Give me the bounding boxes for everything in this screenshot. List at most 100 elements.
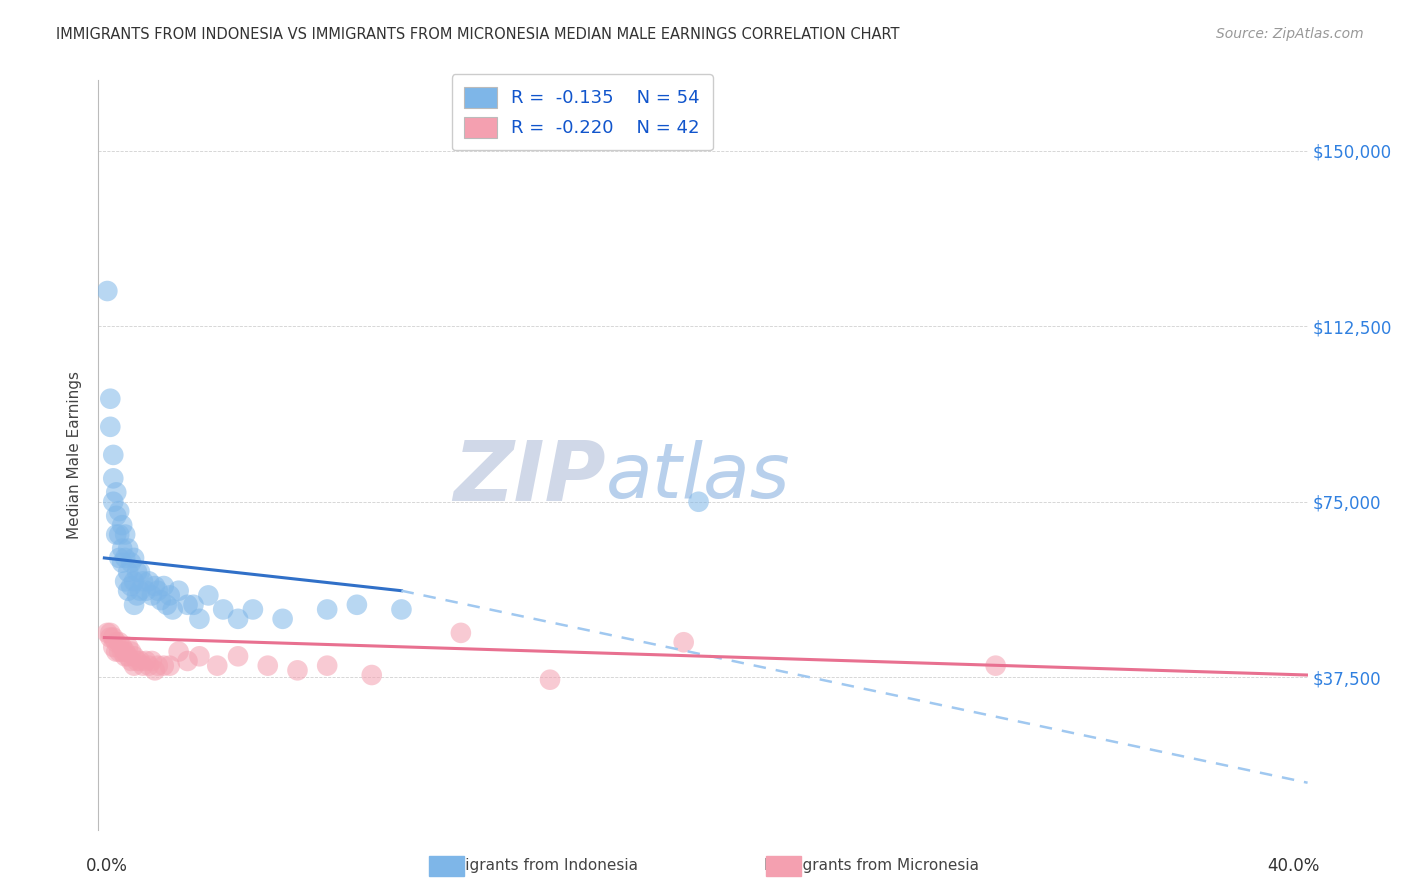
Point — [183, 598, 205, 612]
Point — [143, 664, 166, 678]
Point — [271, 612, 294, 626]
Point — [984, 658, 1007, 673]
Point — [108, 551, 131, 566]
Point — [98, 631, 121, 645]
Point — [108, 644, 131, 658]
Point — [316, 602, 339, 616]
Point — [117, 583, 139, 598]
Point — [125, 565, 148, 579]
Point — [105, 485, 128, 500]
Point — [105, 527, 128, 541]
Point — [98, 420, 121, 434]
Text: ZIP: ZIP — [454, 437, 606, 518]
Point — [120, 644, 142, 658]
Point — [188, 612, 211, 626]
Point — [122, 649, 145, 664]
Text: atlas: atlas — [606, 441, 790, 515]
Point — [111, 541, 134, 556]
Point — [212, 602, 235, 616]
Point — [117, 541, 139, 556]
Text: Source: ZipAtlas.com: Source: ZipAtlas.com — [1216, 27, 1364, 41]
Point — [98, 392, 121, 406]
Point — [146, 583, 169, 598]
Point — [114, 644, 136, 658]
Point — [167, 583, 190, 598]
Point — [156, 598, 179, 612]
Point — [122, 598, 145, 612]
Point — [135, 654, 157, 668]
Point — [111, 640, 134, 654]
Point — [103, 640, 125, 654]
Point — [197, 589, 219, 603]
Point — [129, 654, 152, 668]
Point — [114, 574, 136, 589]
Text: IMMIGRANTS FROM INDONESIA VS IMMIGRANTS FROM MICRONESIA MEDIAN MALE EARNINGS COR: IMMIGRANTS FROM INDONESIA VS IMMIGRANTS … — [56, 27, 900, 42]
Legend: R =  -0.135    N = 54, R =  -0.220    N = 42: R = -0.135 N = 54, R = -0.220 N = 42 — [451, 74, 713, 151]
Point — [114, 527, 136, 541]
Point — [138, 658, 160, 673]
Point — [96, 284, 118, 298]
Point — [120, 579, 142, 593]
Point — [188, 649, 211, 664]
Point — [143, 579, 166, 593]
Point — [132, 658, 155, 673]
Y-axis label: Median Male Earnings: Median Male Earnings — [67, 371, 83, 539]
Point — [111, 644, 134, 658]
Point — [146, 658, 169, 673]
Point — [103, 631, 125, 645]
Point — [672, 635, 695, 649]
Point — [105, 635, 128, 649]
Point — [114, 551, 136, 566]
Point — [149, 593, 172, 607]
Text: 0.0%: 0.0% — [86, 857, 128, 875]
Point — [538, 673, 561, 687]
Point — [141, 654, 163, 668]
Point — [122, 658, 145, 673]
Point — [391, 602, 413, 616]
Point — [125, 589, 148, 603]
Point — [98, 626, 121, 640]
Point — [688, 494, 710, 508]
Point — [117, 649, 139, 664]
Point — [152, 579, 174, 593]
Text: 40.0%: 40.0% — [1267, 857, 1320, 875]
Point — [159, 589, 181, 603]
Point — [117, 565, 139, 579]
Point — [176, 598, 198, 612]
Point — [129, 565, 152, 579]
Point — [141, 589, 163, 603]
Point — [103, 471, 125, 485]
Point — [103, 448, 125, 462]
Point — [96, 626, 118, 640]
Point — [108, 527, 131, 541]
Point — [242, 602, 264, 616]
Point — [226, 649, 249, 664]
Point — [103, 494, 125, 508]
Point — [132, 574, 155, 589]
Point — [256, 658, 278, 673]
Point — [176, 654, 198, 668]
Point — [108, 635, 131, 649]
Point — [135, 583, 157, 598]
Point — [346, 598, 368, 612]
Point — [129, 583, 152, 598]
Point — [105, 508, 128, 523]
Point — [117, 640, 139, 654]
Point — [108, 504, 131, 518]
Point — [120, 654, 142, 668]
Point — [122, 551, 145, 566]
Point — [138, 574, 160, 589]
Point — [226, 612, 249, 626]
Point — [111, 556, 134, 570]
Point — [120, 556, 142, 570]
Point — [450, 626, 472, 640]
Point — [162, 602, 184, 616]
Point — [111, 518, 134, 533]
Point — [316, 658, 339, 673]
Point — [287, 664, 309, 678]
Point — [105, 644, 128, 658]
Point — [114, 649, 136, 664]
Point — [152, 658, 174, 673]
Point — [167, 644, 190, 658]
Point — [125, 654, 148, 668]
